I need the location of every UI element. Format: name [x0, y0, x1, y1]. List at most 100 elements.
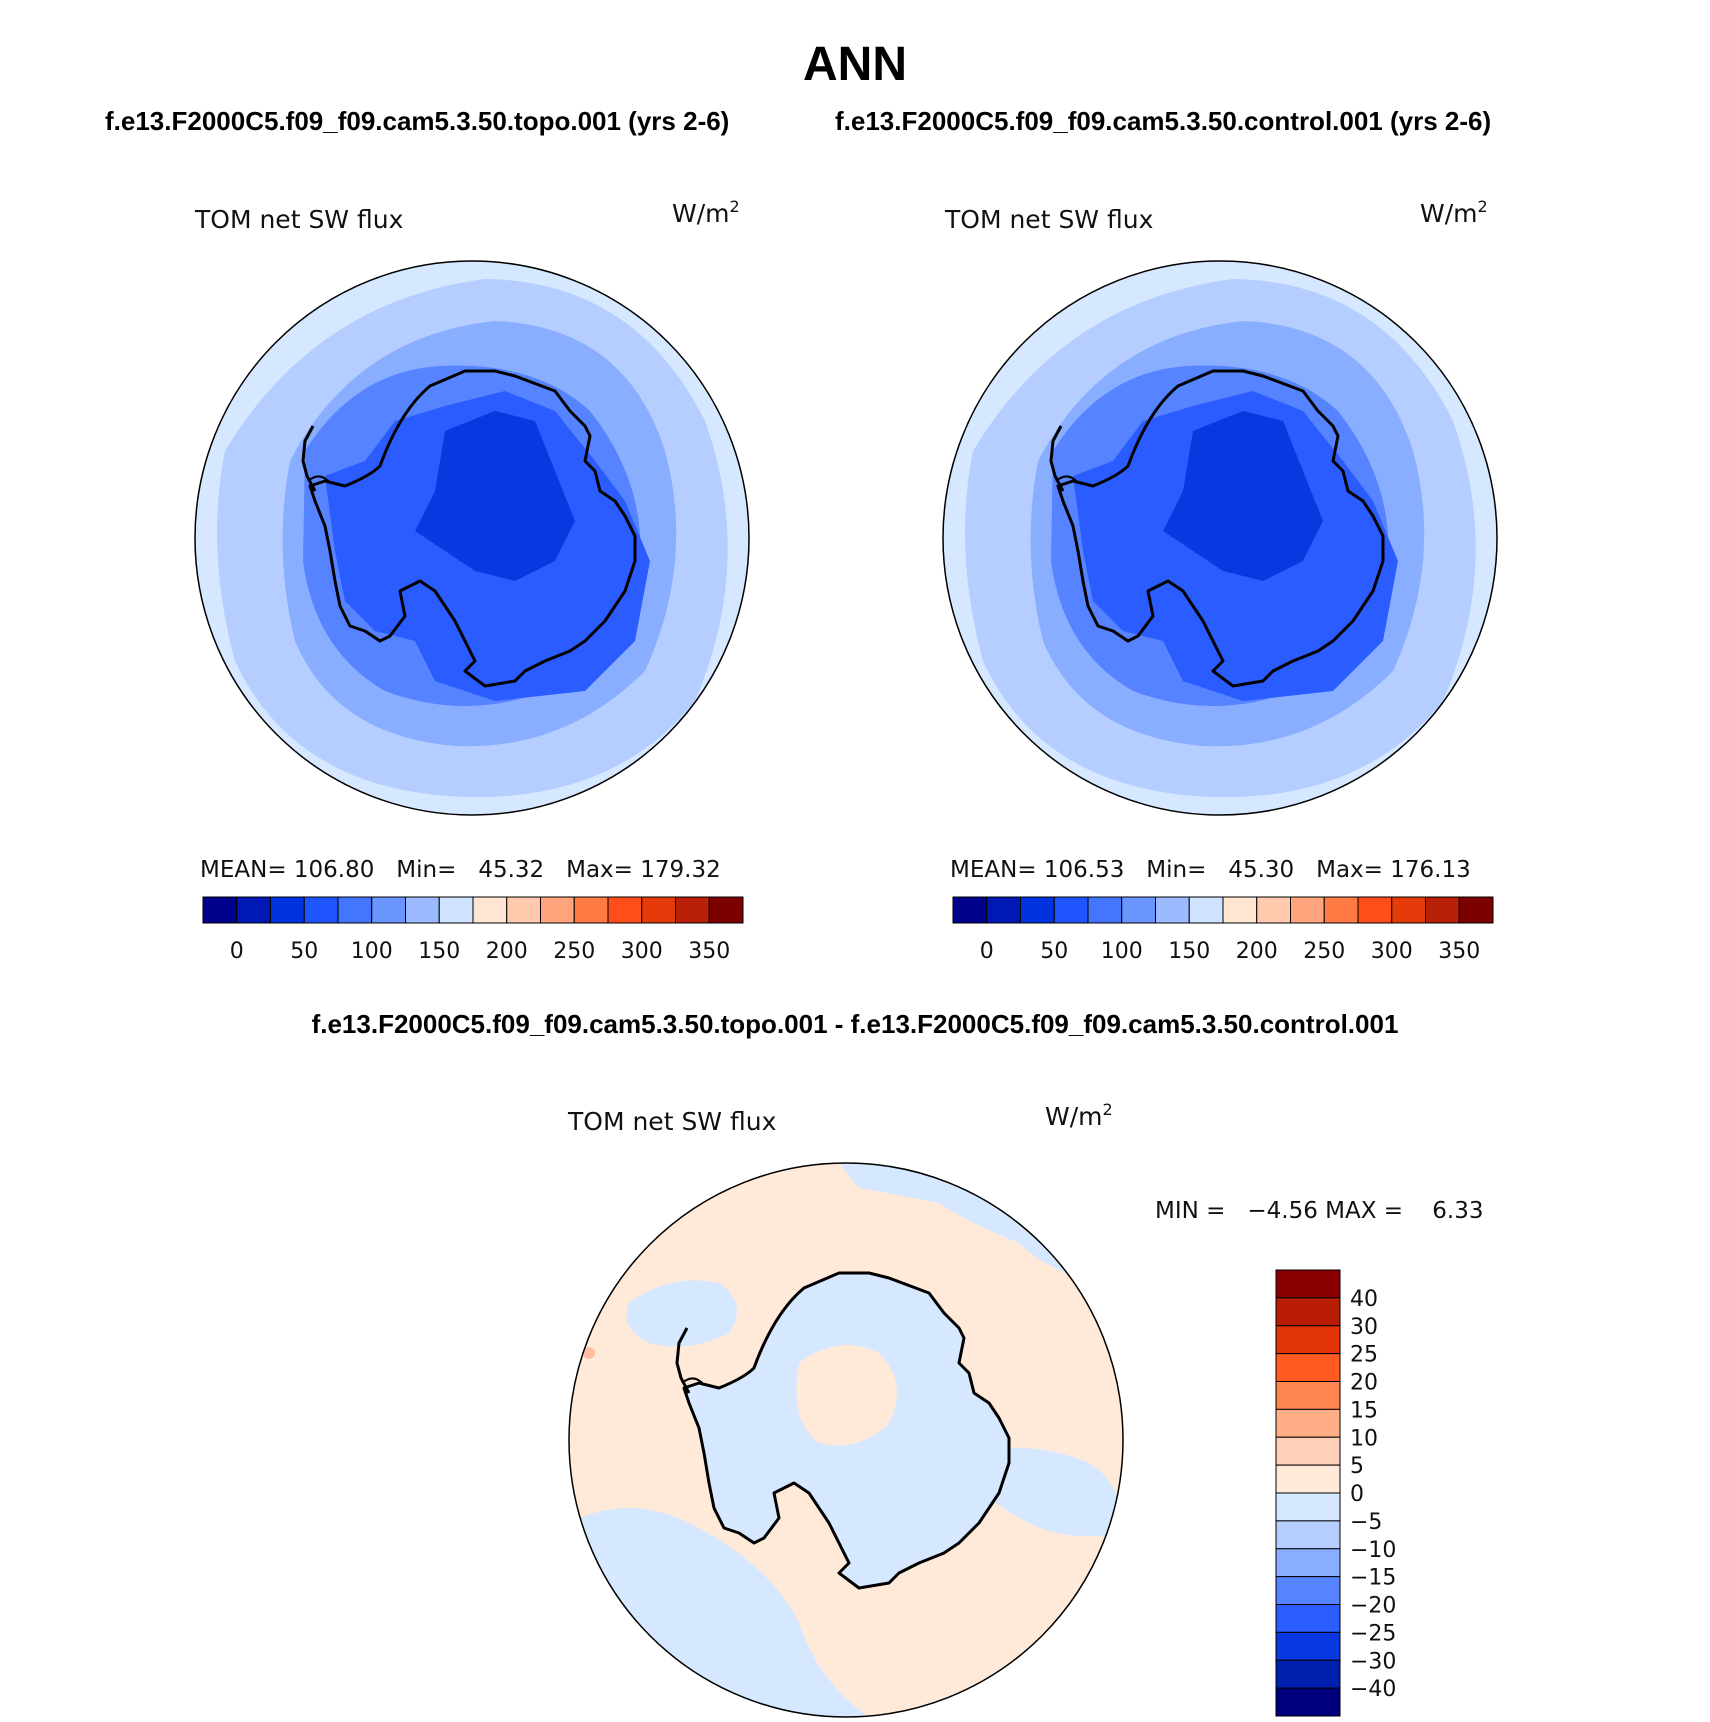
- right-colorbar-tick-label: 50: [1040, 939, 1068, 964]
- right-map-border: [942, 260, 1498, 816]
- right-colorbar-swatch: [1256, 896, 1291, 924]
- left-colorbar-tick-label: 100: [351, 939, 393, 964]
- diff-colorbar-tick-label: −20: [1350, 1594, 1396, 1619]
- diff-colorbar-tick-label: −30: [1350, 1649, 1396, 1674]
- left-colorbar-swatch: [337, 896, 373, 924]
- left-colorbar-tick-label: 250: [553, 939, 595, 964]
- left-polar-map: [195, 261, 749, 815]
- left-colorbar-tick-label: 350: [688, 939, 730, 964]
- left-case-title: f.e13.F2000C5.f09_f09.cam5.3.50.topo.001…: [105, 106, 729, 136]
- diff-colorbar-swatch: [1275, 1436, 1341, 1466]
- diff-polar-map: [569, 1163, 1123, 1717]
- left-colorbar: 0 50 100 150 200 250 300 350: [202, 896, 744, 964]
- right-colorbar-swatch: [1155, 896, 1190, 924]
- diff-variable-label: TOM net SW flux: [567, 1107, 776, 1136]
- right-colorbar-swatch: [1290, 896, 1325, 924]
- diff-colorbar-swatch: [1275, 1576, 1341, 1605]
- left-colorbar-swatch: [573, 896, 609, 924]
- left-variable-label: TOM net SW flux: [194, 205, 403, 234]
- right-variable-label: TOM net SW flux: [944, 205, 1153, 234]
- diff-case-title: f.e13.F2000C5.f09_f09.cam5.3.50.topo.001…: [312, 1009, 1399, 1039]
- left-units-label: W/m2: [672, 197, 740, 228]
- right-units-label: W/m2: [1420, 197, 1488, 228]
- diff-map-border: [568, 1162, 1124, 1718]
- left-colorbar-swatch: [438, 896, 474, 924]
- right-colorbar-swatch: [1087, 896, 1123, 924]
- diff-colorbar-swatch: [1275, 1353, 1341, 1382]
- right-colorbar-swatch: [1053, 896, 1089, 924]
- right-colorbar-swatch: [1188, 896, 1224, 924]
- left-colorbar-tick-label: 50: [290, 939, 318, 964]
- diff-colorbar-tick-label: 0: [1350, 1482, 1364, 1507]
- right-colorbar-swatch: [986, 896, 1021, 924]
- left-colorbar-swatch: [641, 896, 676, 924]
- left-colorbar-swatch: [371, 896, 406, 924]
- left-colorbar-swatch: [506, 896, 541, 924]
- diff-colorbar-swatch: [1275, 1631, 1341, 1661]
- left-colorbar-swatch: [270, 896, 305, 924]
- left-colorbar-swatch: [607, 896, 643, 924]
- diff-colorbar-tick-label: −40: [1350, 1677, 1396, 1702]
- left-colorbar-tick-label: 300: [621, 939, 663, 964]
- diff-colorbar-swatch: [1275, 1408, 1341, 1438]
- right-colorbar-tick-label: 250: [1303, 939, 1345, 964]
- right-colorbar-tick-label: 300: [1371, 939, 1413, 964]
- diff-colorbar-tick-label: 15: [1350, 1398, 1378, 1423]
- left-colorbar-swatch: [472, 896, 508, 924]
- diff-colorbar-swatch: [1275, 1492, 1341, 1522]
- right-colorbar-swatch: [1121, 896, 1156, 924]
- diff-colorbar-swatch: [1275, 1548, 1341, 1578]
- left-colorbar-swatch: [708, 896, 744, 924]
- diff-colorbar-tick-label: −25: [1350, 1621, 1396, 1646]
- diff-colorbar-swatch: [1275, 1381, 1341, 1410]
- left-colorbar-tick-label: 0: [230, 939, 244, 964]
- diff-colorbar-swatch: [1275, 1604, 1341, 1633]
- diff-colorbar-swatch: [1275, 1520, 1341, 1550]
- diff-colorbar-tick-label: −15: [1350, 1566, 1396, 1591]
- right-colorbar-tick-label: 200: [1236, 939, 1278, 964]
- right-colorbar-swatch: [1323, 896, 1359, 924]
- diff-colorbar-tick-label: −5: [1350, 1510, 1382, 1535]
- diff-colorbar-tick-label: −10: [1350, 1538, 1396, 1563]
- diff-colorbar-tick-label: 5: [1350, 1454, 1364, 1479]
- left-stats: MEAN= 106.80 Min= 45.32 Max= 179.32: [200, 857, 721, 883]
- diff-colorbar-tick-label: 20: [1350, 1371, 1378, 1396]
- right-colorbar-swatch: [1222, 896, 1258, 924]
- right-colorbar-swatch: [1458, 896, 1494, 924]
- diff-colorbar-swatch: [1275, 1325, 1341, 1355]
- diff-colorbar-swatch: [1275, 1659, 1341, 1689]
- diff-colorbar-swatch: [1275, 1297, 1341, 1327]
- right-colorbar-swatch: [1020, 896, 1055, 924]
- diff-colorbar-tick-label: 10: [1350, 1426, 1378, 1451]
- diff-units-label: W/m2: [1045, 1100, 1113, 1131]
- right-colorbar-tick-label: 100: [1101, 939, 1143, 964]
- left-colorbar-swatch: [303, 896, 339, 924]
- left-colorbar-swatch: [202, 896, 238, 924]
- right-colorbar-swatch: [1425, 896, 1460, 924]
- right-colorbar-tick-label: 150: [1168, 939, 1210, 964]
- right-colorbar-swatch: [1391, 896, 1426, 924]
- diff-colorbar-swatch: [1275, 1464, 1341, 1494]
- right-stats: MEAN= 106.53 Min= 45.30 Max= 176.13: [950, 857, 1471, 883]
- left-colorbar-tick-label: 200: [486, 939, 528, 964]
- diff-colorbar-swatch: [1275, 1269, 1341, 1299]
- right-colorbar-swatch: [952, 896, 988, 924]
- right-colorbar-swatch: [1357, 896, 1393, 924]
- diff-colorbar-swatch: [1275, 1687, 1341, 1717]
- left-colorbar-swatch: [675, 896, 710, 924]
- figure-title: ANN: [803, 38, 907, 91]
- left-colorbar-swatch: [540, 896, 575, 924]
- diff-stats: MIN = −4.56 MAX = 6.33: [1155, 1198, 1484, 1224]
- diff-colorbar-tick-label: 25: [1350, 1343, 1378, 1368]
- left-map-border: [194, 260, 750, 816]
- right-colorbar-tick-label: 0: [980, 939, 994, 964]
- diff-colorbar-tick-label: 40: [1350, 1287, 1378, 1312]
- right-polar-map: [943, 261, 1497, 815]
- right-colorbar-tick-label: 350: [1438, 939, 1480, 964]
- right-colorbar: 0 50 100 150 200 250 300 350: [952, 896, 1494, 964]
- right-case-title: f.e13.F2000C5.f09_f09.cam5.3.50.control.…: [835, 106, 1491, 136]
- left-colorbar-tick-label: 150: [418, 939, 460, 964]
- left-colorbar-swatch: [236, 896, 271, 924]
